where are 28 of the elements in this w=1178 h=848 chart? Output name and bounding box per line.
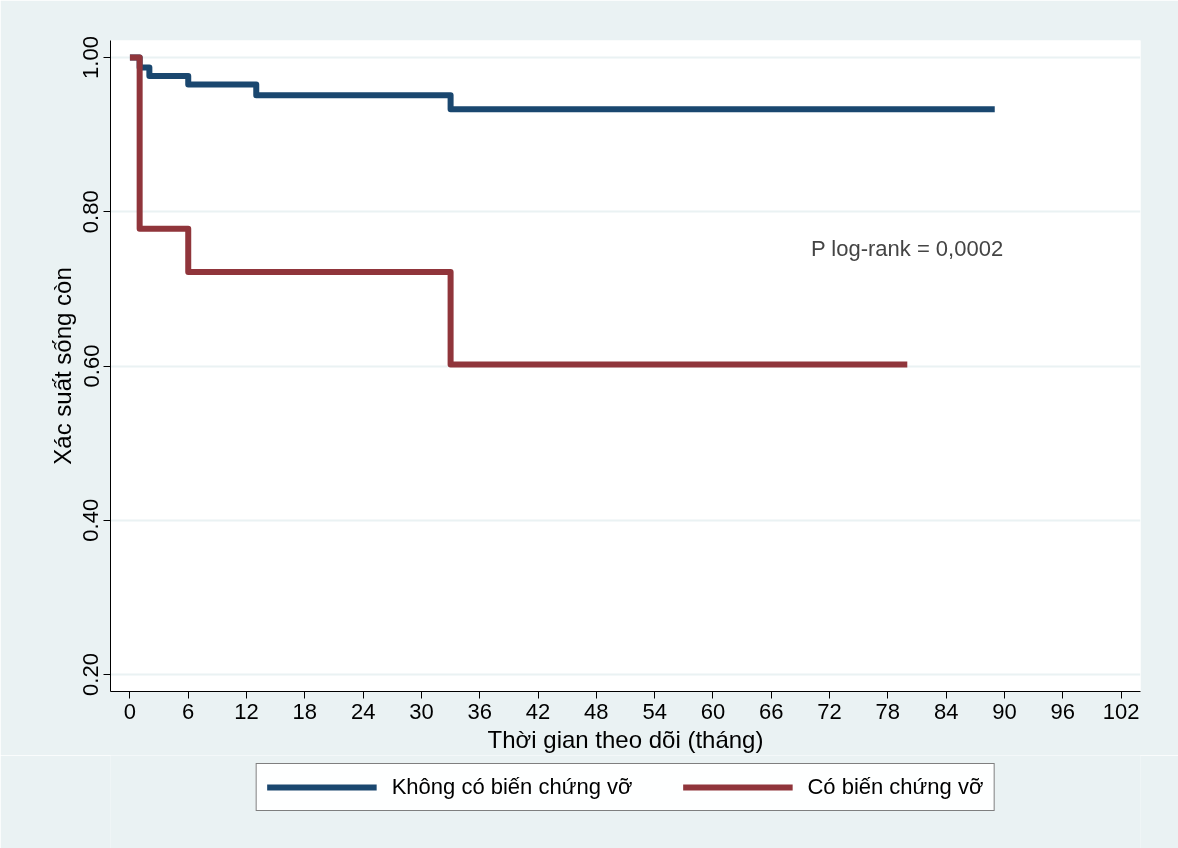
y-tick-label: 0.60	[78, 344, 104, 388]
legend-label: Có biến chứng vỡ	[807, 774, 984, 800]
x-tick-label: 12	[234, 698, 259, 724]
x-tick-label: 96	[1050, 698, 1076, 724]
x-tick-label: 78	[875, 698, 901, 724]
legend-label: Không có biến chứng vỡ	[391, 774, 633, 800]
x-tick-label: 30	[409, 698, 434, 724]
x-tick-label: 18	[292, 698, 318, 724]
x-tick-label: 90	[992, 698, 1017, 724]
x-tick-label: 36	[467, 698, 492, 724]
x-tick-label: 66	[759, 698, 784, 724]
x-tick-label: 48	[584, 698, 609, 724]
x-tick-label: 0	[123, 698, 137, 724]
x-tick-label: 6	[182, 698, 195, 724]
y-tick-label: 0.20	[78, 653, 104, 696]
annotation: P log-rank = 0,0002	[810, 236, 1004, 262]
x-tick-label: 72	[817, 698, 842, 724]
y-axis-title: Xác suất sống còn	[48, 267, 76, 465]
y-tick-label: 0.80	[78, 190, 104, 234]
x-tick-label: 54	[642, 698, 667, 724]
x-tick-label: 60	[700, 698, 726, 724]
y-tick-label: 1.00	[78, 36, 104, 79]
y-tick-label: 0.40	[78, 498, 104, 542]
x-axis-title: Thời gian theo dõi (tháng)	[487, 725, 764, 753]
x-tick-label: 84	[933, 698, 959, 724]
x-tick-label: 102	[1102, 698, 1140, 724]
x-tick-label: 24	[350, 698, 376, 724]
x-tick-label: 42	[525, 698, 551, 724]
